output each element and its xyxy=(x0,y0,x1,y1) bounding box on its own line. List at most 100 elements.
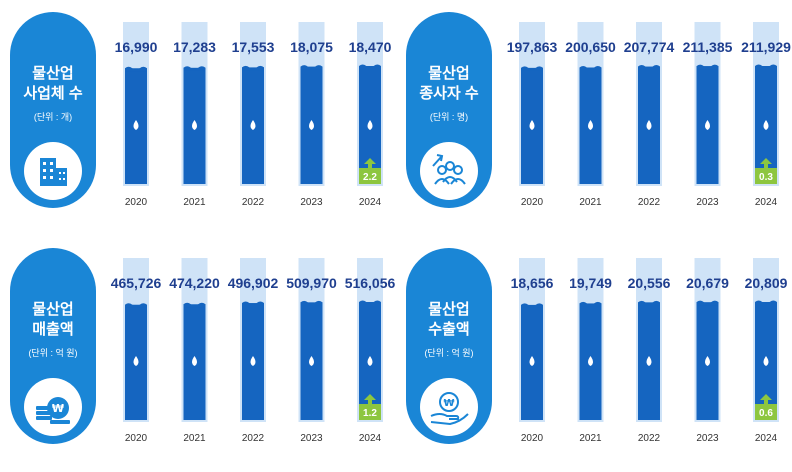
x-tick-label: 2023 xyxy=(696,433,719,444)
chart-title-line-1: 물산업 xyxy=(32,65,74,82)
data-label: 18,470 xyxy=(349,39,392,55)
droplet-icon xyxy=(763,356,769,366)
data-label: 20,809 xyxy=(745,275,788,291)
water-wave xyxy=(125,303,147,308)
data-label: 17,283 xyxy=(173,39,216,55)
data-label: 17,553 xyxy=(232,39,275,55)
icon-circle xyxy=(24,142,82,200)
svg-text:₩: ₩ xyxy=(52,402,64,415)
data-label: 207,774 xyxy=(624,39,675,55)
x-tick-label: 2021 xyxy=(183,433,206,444)
chart-panel-employee-count: 물산업 종사자 수 (단위 : 명) 197,863 2020 200,650 202… xyxy=(396,0,792,236)
x-tick-label: 2022 xyxy=(638,433,661,444)
coins-won-icon: ₩ xyxy=(36,397,70,424)
chart-panel-exports: 물산업 수출액 (단위 : 억 원) ₩ 18,656 2020 19,749 202… xyxy=(396,236,792,472)
x-tick-label: 2023 xyxy=(696,197,719,208)
chart-title-line-2: 수출액 xyxy=(428,321,470,338)
chart-title-line-1: 물산업 xyxy=(428,65,470,82)
droplet-icon xyxy=(646,120,652,130)
growth-badge-label: 1.2 xyxy=(363,408,377,419)
x-tick-label: 2022 xyxy=(242,433,265,444)
x-tick-label: 2024 xyxy=(359,197,382,208)
bar-chart: 18,656 2020 19,749 2021 20,556 2022 20,679 2023… xyxy=(511,258,788,444)
water-wave xyxy=(125,66,147,72)
x-tick-label: 2024 xyxy=(755,433,778,444)
data-label: 516,056 xyxy=(345,275,396,291)
droplet-icon xyxy=(588,120,593,130)
data-label: 496,902 xyxy=(228,275,279,291)
water-wave xyxy=(579,301,602,307)
droplet-icon xyxy=(529,356,535,366)
title-pill: 물산업 매출액 (단위 : 억 원) ₩ xyxy=(10,248,96,444)
chart-title-line-1: 물산업 xyxy=(32,301,74,318)
droplet-icon xyxy=(192,356,197,366)
x-tick-label: 2024 xyxy=(755,197,778,208)
droplet-icon xyxy=(250,120,256,130)
svg-text:₩: ₩ xyxy=(443,398,454,409)
bar-chart: 197,863 2020 200,650 2021 207,774 2022 211,385… xyxy=(507,22,791,208)
water-wave xyxy=(696,64,719,70)
water-wave xyxy=(638,300,660,306)
chart-title-line-2: 매출액 xyxy=(32,321,74,338)
water-wave xyxy=(300,300,323,306)
droplet-icon xyxy=(367,356,373,366)
unit-label: (단위 : 억 원) xyxy=(28,348,78,358)
data-label: 509,970 xyxy=(286,275,337,291)
water-wave xyxy=(521,66,543,71)
growth-arrow-icon xyxy=(364,394,376,404)
data-label: 474,220 xyxy=(169,275,220,291)
water-wave xyxy=(241,65,264,71)
chart-panel-revenue: 물산업 매출액 (단위 : 억 원) ₩ 465,726 2020 474,220 2… xyxy=(0,236,396,472)
data-label: 18,656 xyxy=(511,275,554,291)
x-tick-label: 2022 xyxy=(242,197,265,208)
water-wave xyxy=(755,300,777,305)
bar-chart: 465,726 2020 474,220 2021 496,902 2022 509,970… xyxy=(111,258,396,444)
data-label: 465,726 xyxy=(111,275,162,291)
droplet-icon xyxy=(646,356,652,366)
water-wave xyxy=(183,302,206,308)
droplet-icon xyxy=(192,120,197,130)
title-pill: 물산업 종사자 수 (단위 : 명) xyxy=(406,12,492,208)
data-label: 211,929 xyxy=(741,39,791,55)
x-tick-label: 2020 xyxy=(125,197,148,208)
droplet-icon xyxy=(367,120,373,130)
data-label: 18,075 xyxy=(290,39,333,55)
water-wave xyxy=(183,66,206,71)
growth-badge-label: 0.3 xyxy=(759,172,773,183)
droplet-icon xyxy=(705,120,710,130)
growth-arrow-icon xyxy=(364,158,376,168)
water-wave xyxy=(521,303,543,308)
x-tick-label: 2020 xyxy=(521,197,544,208)
bar-chart: 16,990 2020 17,283 2021 17,553 2022 18,075 2023… xyxy=(115,22,392,208)
droplet-icon xyxy=(588,356,593,366)
growth-arrow-icon xyxy=(760,158,772,168)
unit-label: (단위 : 억 원) xyxy=(424,348,474,358)
chart-panel-business-count: 물산업 사업체 수 (단위 : 개) 16,990 2020 17,283 2021 1… xyxy=(0,0,396,236)
chart-title-line-2: 종사자 수 xyxy=(419,85,479,102)
x-tick-label: 2023 xyxy=(300,433,323,444)
growth-arrow-icon xyxy=(760,394,772,404)
icon-circle xyxy=(420,142,478,200)
x-tick-label: 2023 xyxy=(300,197,323,208)
title-pill: 물산업 수출액 (단위 : 억 원) ₩ xyxy=(406,248,492,444)
data-label: 200,650 xyxy=(565,39,616,55)
x-tick-label: 2024 xyxy=(359,433,382,444)
unit-label: (단위 : 개) xyxy=(33,112,73,122)
x-tick-label: 2020 xyxy=(125,433,148,444)
droplet-icon xyxy=(705,356,710,366)
water-wave xyxy=(755,64,777,69)
water-wave xyxy=(579,65,602,71)
data-label: 19,749 xyxy=(569,275,612,291)
x-tick-label: 2021 xyxy=(579,197,602,208)
growth-badge xyxy=(755,168,777,184)
growth-badge xyxy=(359,168,381,184)
building-icon xyxy=(40,158,67,186)
water-wave xyxy=(241,301,264,307)
water-wave xyxy=(638,65,660,70)
droplet-icon xyxy=(133,120,139,130)
data-label: 197,863 xyxy=(507,39,558,55)
people-growth-icon xyxy=(432,154,466,185)
x-tick-label: 2020 xyxy=(521,433,544,444)
droplet-icon xyxy=(133,356,139,366)
chart-title-line-2: 사업체 수 xyxy=(23,85,83,102)
